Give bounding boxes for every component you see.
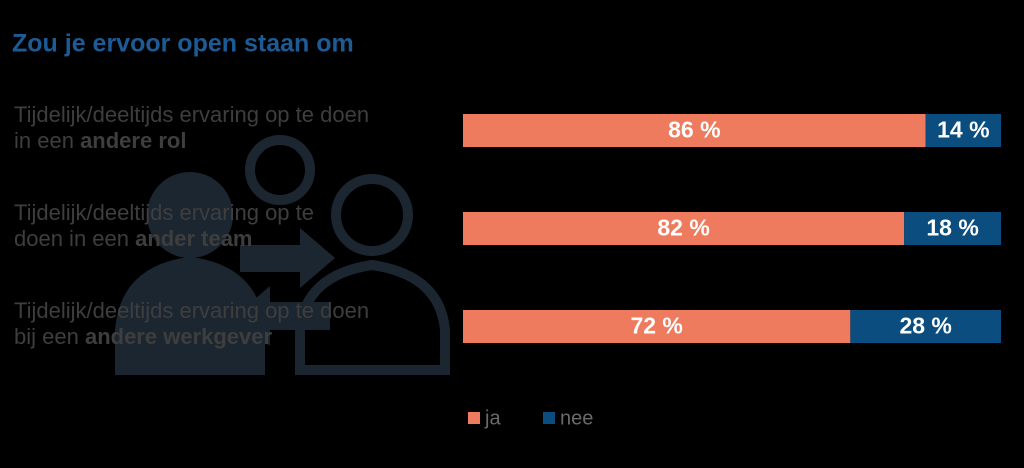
legend-label: nee: [560, 407, 593, 429]
category-label-emphasis: ander team: [135, 226, 252, 251]
category-label: Tijdelijk/deeltijds ervaring op te doen: [14, 102, 369, 127]
category-label: bij een andere werkgever: [14, 324, 272, 349]
bar-segment: [463, 114, 926, 147]
legend-label: ja: [484, 407, 501, 429]
value-label: 82 %: [657, 215, 709, 241]
category-label: in een andere rol: [14, 128, 186, 153]
bar-segment: [904, 212, 1001, 245]
category-label-part: doen in een: [14, 226, 135, 251]
value-label: 72 %: [630, 313, 682, 339]
category-label-emphasis: andere rol: [80, 128, 186, 153]
category-label: doen in een ander team: [14, 226, 253, 251]
category-label: Tijdelijk/deeltijds ervaring op te: [14, 200, 314, 225]
value-label: 14 %: [937, 117, 989, 143]
legend-swatch: [543, 412, 555, 424]
category-label: Tijdelijk/deeltijds ervaring op te doen: [14, 298, 369, 323]
value-label: 86 %: [668, 117, 720, 143]
category-label-part: bij een: [14, 324, 85, 349]
value-label: 18 %: [926, 215, 978, 241]
bar-segment: [463, 212, 905, 245]
chart-title: Zou je ervoor open staan om: [12, 30, 354, 58]
background-icons: [115, 135, 450, 375]
value-label: 28 %: [899, 313, 951, 339]
bar-segment: [463, 310, 851, 343]
legend-swatch: [468, 412, 480, 424]
bar-segment: [850, 310, 1001, 343]
category-label-emphasis: andere werkgever: [85, 324, 273, 349]
category-label-part: in een: [14, 128, 80, 153]
bar-segment: [925, 114, 1001, 147]
